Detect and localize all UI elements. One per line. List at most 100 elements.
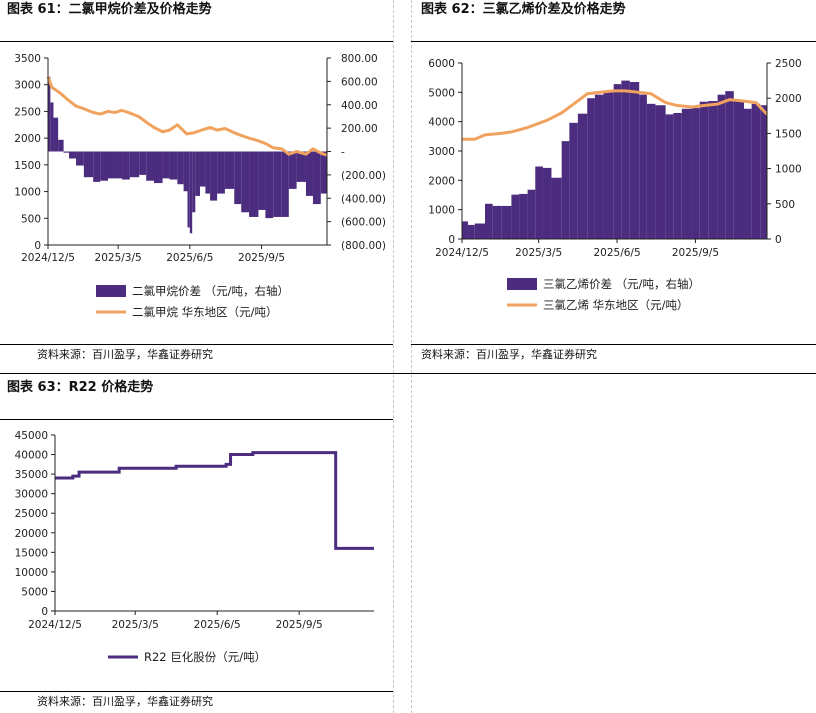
y-tick-label-left: 45000 xyxy=(15,430,48,442)
chart-bar xyxy=(492,205,502,239)
chart-bar xyxy=(305,151,313,196)
y-tick-label-left: 35000 xyxy=(15,469,48,481)
chart-bar xyxy=(177,151,184,185)
x-tick-label: 2025/9/5 xyxy=(238,252,285,264)
chart-bar xyxy=(189,151,193,234)
y-tick-label-left: 40000 xyxy=(15,450,48,462)
x-tick-label: 2025/9/5 xyxy=(672,247,719,259)
series-line xyxy=(55,451,374,550)
y-tick-label-right: 1500 xyxy=(775,128,802,140)
y-tick-label-left: 0 xyxy=(34,240,41,252)
y-tick-label-right: 2000 xyxy=(775,93,802,105)
chart-bar xyxy=(224,151,235,189)
y-tick-label-left: 1500 xyxy=(14,160,41,172)
chart-bar xyxy=(249,151,259,217)
chart-bar xyxy=(527,189,536,239)
chart-bar xyxy=(501,205,512,239)
x-tick-label: 2025/9/5 xyxy=(276,619,323,631)
chart-bar xyxy=(108,151,116,179)
y-tick-label-left: 2000 xyxy=(14,133,41,145)
chart-bar xyxy=(258,151,266,210)
source-note: 资料来源：百川盈孚，华鑫证券研究 xyxy=(37,695,213,708)
legend-label: 三氯乙烯 华东地区（元/吨） xyxy=(543,298,689,312)
chart-bar xyxy=(665,114,674,239)
chart-bar xyxy=(621,80,630,239)
chart-bar xyxy=(587,98,595,239)
chart-bar xyxy=(594,94,604,240)
chart-bar xyxy=(241,151,250,213)
chart-bar xyxy=(100,151,109,181)
y-tick-label-left: 6000 xyxy=(428,58,455,70)
y-tick-label-left: 1000 xyxy=(14,187,41,199)
chart-bar xyxy=(153,151,163,184)
chart-bar xyxy=(629,82,640,239)
x-tick-label: 2024/12/5 xyxy=(28,619,82,631)
chart-bar xyxy=(751,103,761,239)
chart-bar xyxy=(569,122,578,239)
legend-swatch xyxy=(507,278,537,290)
chart-bar xyxy=(48,76,51,152)
y-tick-label-left: 15000 xyxy=(15,547,48,559)
chart-bar xyxy=(725,91,734,239)
chart-bar xyxy=(485,203,493,239)
y-tick-label-right: 0 xyxy=(775,234,782,246)
chart-bar xyxy=(646,103,656,239)
chart-bar xyxy=(561,141,570,239)
y-tick-label-left: 3000 xyxy=(14,80,41,92)
title-rule xyxy=(411,41,816,42)
chart-bar xyxy=(183,151,188,192)
chart-bar xyxy=(511,194,520,239)
y-tick-label-right: - xyxy=(341,147,345,159)
page-title: 图表 63：R22 价格走势 xyxy=(7,380,154,395)
legend-swatch xyxy=(96,285,126,297)
chart-bar xyxy=(296,151,306,182)
y-tick-label-left: 2000 xyxy=(428,175,455,187)
chart-bar xyxy=(265,151,274,219)
chart-bar xyxy=(535,166,543,239)
source-rule xyxy=(0,344,393,345)
y-tick-label-right: 200.00 xyxy=(341,123,378,135)
chart-bar xyxy=(312,151,321,205)
chart-bar xyxy=(699,101,709,239)
x-tick-label: 2025/3/5 xyxy=(112,619,159,631)
y-tick-label-left: 5000 xyxy=(428,87,455,99)
source-note: 资料来源：百川盈孚，华鑫证券研究 xyxy=(421,348,597,361)
chart-bar xyxy=(76,151,84,166)
series-line xyxy=(46,76,328,157)
title-rule xyxy=(0,419,393,420)
y-tick-label-right: 600.00 xyxy=(341,76,378,88)
chart-bar xyxy=(613,84,622,240)
chart-bar xyxy=(603,91,614,239)
x-tick-label: 2025/6/5 xyxy=(194,619,241,631)
chart-bar xyxy=(234,151,242,205)
chart-bar xyxy=(462,221,468,239)
chart-bar xyxy=(187,151,190,228)
chart-bar xyxy=(288,151,297,189)
chart-bar xyxy=(129,151,140,178)
chart-bar xyxy=(53,117,59,152)
y-tick-label-left: 4000 xyxy=(428,117,455,129)
chart-bar xyxy=(205,151,211,194)
chart-bar xyxy=(639,94,647,240)
chart-bar xyxy=(681,108,693,239)
y-tick-label-right: (400.00) xyxy=(341,193,386,205)
source-rule xyxy=(0,691,393,692)
y-tick-label-right: 800.00 xyxy=(341,53,378,65)
chart-bar xyxy=(169,151,178,180)
y-tick-label-right: 1000 xyxy=(775,164,802,176)
chart-bar xyxy=(115,151,123,179)
chart-bar xyxy=(217,151,225,194)
legend-label: R22 巨化股份（元/吨） xyxy=(144,650,266,664)
legend-label: 三氯乙烯价差 （元/吨，右轴） xyxy=(543,277,700,291)
y-tick-label-right: 2500 xyxy=(775,58,802,70)
x-tick-label: 2024/12/5 xyxy=(21,252,75,264)
chart-bar xyxy=(708,101,718,240)
chart-bar xyxy=(467,224,475,239)
chart-bar xyxy=(273,151,282,217)
y-tick-label-right: (800.00) xyxy=(341,240,386,252)
chart-bar xyxy=(50,102,54,152)
chart-bar xyxy=(58,139,64,152)
chart-bar xyxy=(733,100,744,239)
chart-bar xyxy=(195,151,200,196)
